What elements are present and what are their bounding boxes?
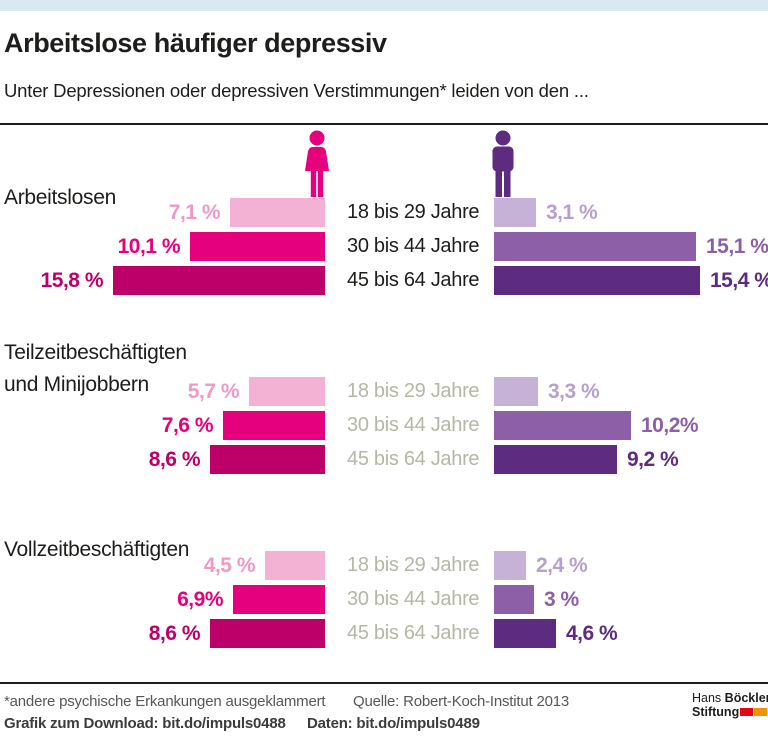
men-value-label: 10,2% (641, 414, 699, 437)
women-value-label: 8,6 % (148, 622, 201, 645)
age-category-label: 30 bis 44 Jahre (347, 588, 480, 610)
woman-icon (305, 130, 329, 197)
women-value-label: 6,9% (177, 588, 223, 611)
source-text: Quelle: Robert-Koch-Institut 2013 (353, 693, 570, 710)
women-bar (113, 266, 325, 295)
logo-orange-block (754, 708, 768, 716)
women-bar (249, 377, 325, 406)
women-value-label: 15,8 % (40, 269, 104, 292)
women-bar (233, 585, 325, 614)
women-value-label: 4,5 % (203, 554, 256, 577)
chart-row: 6,9% 30 bis 44 Jahre 3 % (0, 585, 768, 614)
men-bar (494, 445, 617, 474)
age-category-label: 18 bis 29 Jahre (347, 554, 480, 576)
women-bar (265, 551, 325, 580)
age-category-label: 45 bis 64 Jahre (347, 622, 480, 644)
men-value-label: 3 % (544, 588, 579, 611)
chart-row: 5,7 % 18 bis 29 Jahre 3,3 % (0, 377, 768, 406)
men-value-label: 3,3 % (548, 380, 600, 403)
men-value-label: 15,4 % (710, 269, 768, 292)
men-bar (494, 411, 631, 440)
men-bar (494, 266, 700, 295)
logo-stiftung: Stiftung (692, 705, 740, 719)
footer-divider (0, 682, 768, 684)
women-value-label: 5,7 % (187, 380, 240, 403)
logo-red-block (740, 708, 754, 716)
chart-row: 4,5 % 18 bis 29 Jahre 2,4 % (0, 551, 768, 580)
download-link-text: Grafik zum Download: bit.do/impuls0488 (4, 715, 286, 732)
women-bar (210, 445, 325, 474)
age-category-label: 45 bis 64 Jahre (347, 269, 480, 291)
chart-row: 7,1 % 18 bis 29 Jahre 3,1 % (0, 198, 768, 227)
men-bar (494, 585, 534, 614)
women-value-label: 8,6 % (148, 448, 201, 471)
age-category-label: 30 bis 44 Jahre (347, 235, 480, 257)
women-bar (230, 198, 325, 227)
men-value-label: 9,2 % (627, 448, 679, 471)
age-category-label: 45 bis 64 Jahre (347, 448, 480, 470)
accent-top-bar (0, 0, 768, 11)
women-bar (190, 232, 325, 261)
men-bar (494, 198, 536, 227)
man-icon (492, 130, 514, 197)
page-subtitle: Unter Depressionen oder depressiven Vers… (4, 80, 589, 101)
chart-row: 8,6 % 45 bis 64 Jahre 9,2 % (0, 445, 768, 474)
group-label: Teilzeitbeschäftigten (4, 341, 187, 364)
header-divider (0, 123, 768, 125)
men-value-label: 3,1 % (546, 201, 598, 224)
logo-line2: Stiftung (692, 705, 768, 719)
chart-row: 7,6 % 30 bis 44 Jahre 10,2% (0, 411, 768, 440)
women-value-label: 7,1 % (168, 201, 221, 224)
logo-line1: Hans Böckler (692, 691, 768, 705)
logo-hans: Hans (692, 691, 722, 705)
data-link-text: Daten: bit.do/impuls0489 (307, 715, 480, 732)
group-label: und Minijobbern (4, 373, 149, 396)
men-value-label: 15,1 % (706, 235, 768, 258)
chart-row: 10,1 % 30 bis 44 Jahre 15,1 % (0, 232, 768, 261)
age-category-label: 30 bis 44 Jahre (347, 414, 480, 436)
group-label: Vollzeitbeschäftigten (4, 538, 190, 561)
page-title: Arbeitslose häufiger depressiv (4, 28, 387, 58)
group-label: Arbeitslosen (4, 186, 116, 209)
age-category-label: 18 bis 29 Jahre (347, 201, 480, 223)
chart-row: 8,6 % 45 bis 64 Jahre 4,6 % (0, 619, 768, 648)
logo-boeckler: Böckler (724, 691, 768, 705)
chart-row: 15,8 % 45 bis 64 Jahre 15,4 % (0, 266, 768, 295)
men-bar (494, 551, 526, 580)
women-value-label: 7,6 % (161, 414, 214, 437)
men-value-label: 2,4 % (536, 554, 588, 577)
women-value-label: 10,1 % (117, 235, 181, 258)
hans-boeckler-logo: Hans Böckler Stiftung (692, 691, 768, 719)
age-category-label: 18 bis 29 Jahre (347, 380, 480, 402)
women-bar (210, 619, 325, 648)
men-bar (494, 232, 696, 261)
men-bar (494, 377, 538, 406)
men-value-label: 4,6 % (566, 622, 618, 645)
footnote-text: *andere psychische Erkankungen ausgeklam… (4, 693, 326, 710)
men-bar (494, 619, 556, 648)
women-bar (223, 411, 325, 440)
